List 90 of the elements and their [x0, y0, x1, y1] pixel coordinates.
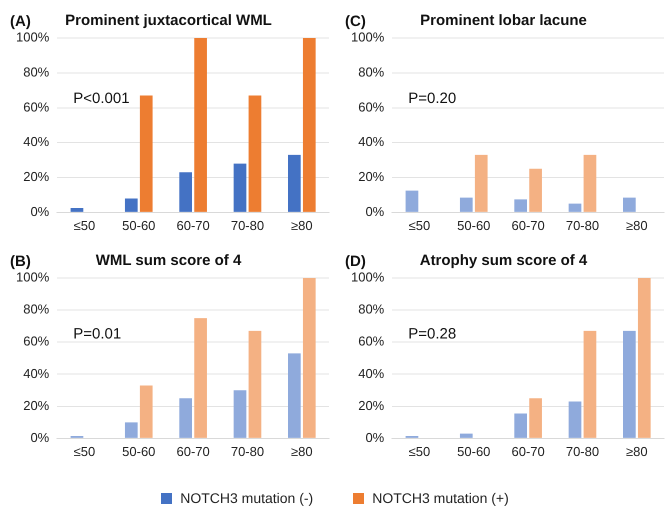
- chart-title: Atrophy sum score of 4: [420, 252, 588, 270]
- x-tick-label: ≥80: [291, 218, 313, 233]
- y-tick-label: 60%: [358, 334, 385, 349]
- bar: [302, 278, 316, 438]
- x-tick-label: 60-70: [512, 218, 545, 233]
- bar: [179, 398, 192, 438]
- bar: [529, 398, 542, 438]
- chart-title: Prominent lobar lacune: [420, 12, 587, 30]
- y-tick-label: 60%: [23, 334, 50, 349]
- bar: [288, 154, 301, 212]
- legend-label: NOTCH3 mutation (-): [180, 490, 314, 506]
- bar: [124, 198, 138, 212]
- y-tick-label: 40%: [358, 366, 385, 381]
- text: (D): [345, 253, 366, 270]
- text: (B): [10, 253, 31, 270]
- bar: [406, 190, 418, 212]
- y-tick-label: 20%: [23, 398, 50, 413]
- y-tick-label: 20%: [23, 169, 50, 184]
- y-tick-label: 0%: [30, 430, 50, 445]
- bar: [194, 318, 207, 438]
- x-tick-label: 60-70: [176, 444, 210, 459]
- y-tick-label: 40%: [23, 366, 50, 381]
- y-tick-label: 0%: [365, 204, 385, 219]
- bar: [140, 96, 153, 212]
- x-tick-label: 60-70: [176, 218, 210, 233]
- y-tick-label: 0%: [365, 430, 385, 445]
- y-tick-label: 100%: [16, 30, 50, 45]
- bar: [529, 168, 542, 212]
- x-tick-label: ≤50: [74, 218, 96, 233]
- chart-title: Prominent juxtacortical WML: [65, 12, 272, 30]
- text: (C): [345, 13, 366, 30]
- bar: [568, 204, 582, 212]
- x-tick-label: ≤50: [408, 218, 430, 233]
- bar: [194, 38, 207, 212]
- annotation: P=0.20: [408, 90, 456, 108]
- bar: [623, 198, 636, 212]
- bar: [248, 96, 262, 212]
- y-tick-label: 100%: [16, 270, 50, 285]
- y-tick-label: 80%: [23, 64, 50, 80]
- bar: [460, 198, 473, 212]
- bar: [568, 402, 582, 438]
- bar: [70, 208, 84, 212]
- chart-title: WML sum score of 4: [96, 252, 242, 270]
- x-tick-label: 70-80: [566, 218, 600, 233]
- y-tick-label: 80%: [23, 302, 50, 317]
- x-tick-label: 50-60: [122, 218, 156, 233]
- x-tick-label: 70-80: [230, 444, 264, 459]
- bar: [474, 154, 488, 212]
- y-tick-label: 20%: [358, 398, 385, 413]
- annotation: P=0.28: [408, 325, 456, 342]
- x-tick-label: ≥80: [626, 444, 648, 459]
- y-tick-label: 60%: [23, 99, 50, 114]
- bar: [179, 172, 192, 212]
- bar: [623, 330, 636, 438]
- x-tick-label: 50-60: [457, 444, 490, 459]
- y-tick-label: 20%: [358, 169, 385, 184]
- x-tick-label: ≤50: [408, 444, 430, 459]
- bar: [234, 164, 246, 212]
- annotation: P<0.001: [73, 90, 130, 108]
- bar: [248, 330, 262, 438]
- y-tick-label: 40%: [23, 134, 50, 150]
- x-tick-label: 50-60: [457, 218, 490, 233]
- x-tick-label: ≤50: [74, 444, 96, 459]
- x-tick-label: 60-70: [512, 444, 545, 459]
- y-tick-label: 80%: [358, 64, 385, 80]
- y-tick-label: 0%: [30, 204, 50, 219]
- bar: [584, 154, 596, 212]
- y-tick-label: 100%: [351, 30, 385, 45]
- legend-label: NOTCH3 mutation (+): [372, 490, 509, 506]
- text: (A): [10, 13, 31, 30]
- bar: [302, 38, 316, 212]
- bar: [124, 422, 138, 438]
- bar: [638, 278, 651, 438]
- y-tick-label: 100%: [351, 270, 385, 285]
- y-tick-label: 80%: [358, 302, 385, 317]
- x-tick-label: ≥80: [626, 218, 648, 233]
- x-tick-label: ≥80: [291, 444, 313, 459]
- bar: [288, 353, 301, 438]
- annotation: P=0.01: [73, 325, 122, 342]
- bar: [584, 330, 596, 438]
- y-tick-label: 60%: [358, 99, 385, 114]
- bar: [514, 414, 528, 438]
- bar: [514, 199, 528, 212]
- bar: [460, 434, 473, 438]
- x-tick-label: 70-80: [230, 218, 264, 233]
- bar: [234, 390, 246, 438]
- x-tick-label: 50-60: [122, 444, 156, 459]
- x-tick-label: 70-80: [566, 444, 600, 459]
- bar: [140, 385, 153, 438]
- y-tick-label: 40%: [358, 134, 385, 150]
